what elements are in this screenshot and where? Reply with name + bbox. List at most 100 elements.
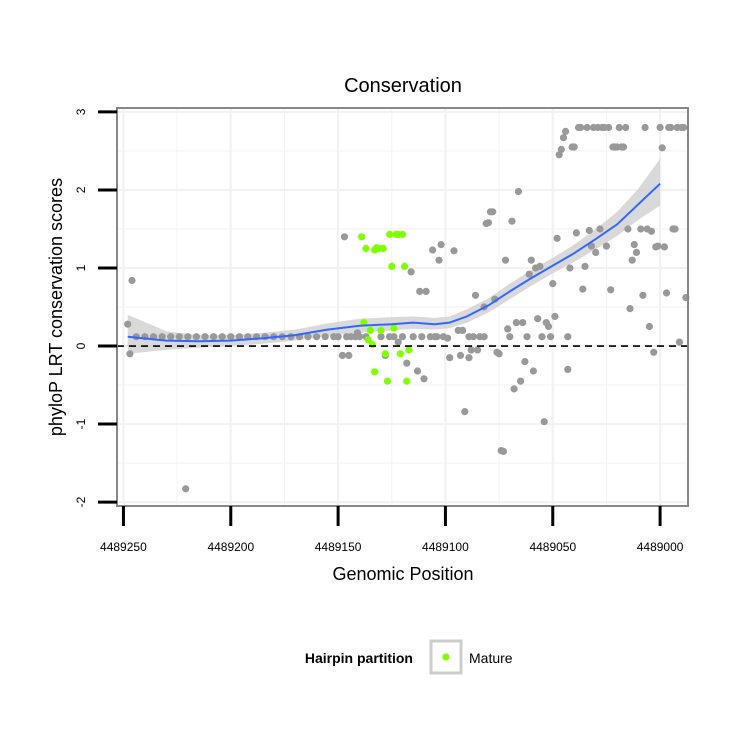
data-point-other bbox=[409, 333, 417, 341]
data-point-other bbox=[555, 151, 563, 159]
data-point-other bbox=[334, 333, 342, 341]
data-point-other bbox=[126, 350, 134, 358]
data-point-other bbox=[641, 123, 649, 132]
data-point-other bbox=[499, 447, 507, 455]
data-point-other bbox=[521, 358, 529, 366]
data-point-other bbox=[658, 144, 666, 152]
data-point-other bbox=[656, 123, 664, 132]
data-point-mature bbox=[371, 368, 379, 376]
plot-panel bbox=[116, 107, 690, 507]
data-point-other bbox=[562, 127, 570, 135]
data-point-other bbox=[489, 208, 497, 216]
smooth-line bbox=[127, 182, 661, 343]
data-point-mature bbox=[386, 230, 394, 238]
data-point-other bbox=[437, 241, 445, 249]
data-point-other bbox=[175, 333, 183, 341]
data-point-other bbox=[459, 326, 467, 334]
data-point-other bbox=[564, 365, 572, 373]
data-point-other bbox=[602, 242, 611, 250]
x-tick-label: 4489000 bbox=[637, 540, 684, 554]
data-point-other bbox=[630, 241, 638, 249]
data-point-other bbox=[340, 233, 349, 241]
data-point-other bbox=[480, 333, 488, 341]
data-point-other bbox=[128, 276, 136, 285]
data-point-other bbox=[512, 319, 520, 327]
data-point-other bbox=[662, 289, 671, 297]
data-point-other bbox=[514, 187, 523, 196]
data-point-other bbox=[465, 354, 473, 362]
x-tick-label: 4489200 bbox=[207, 540, 254, 554]
data-point-other bbox=[510, 385, 518, 393]
data-point-other bbox=[517, 377, 525, 385]
data-point-other bbox=[607, 286, 615, 294]
data-point-other bbox=[529, 367, 538, 375]
data-point-other bbox=[667, 123, 675, 132]
data-point-other bbox=[660, 243, 669, 251]
data-point-mature bbox=[401, 262, 409, 270]
x-tick-label: 4489050 bbox=[529, 540, 576, 554]
data-point-other bbox=[570, 143, 578, 151]
data-point-other bbox=[377, 333, 385, 341]
data-point-other bbox=[637, 225, 645, 233]
data-point-other bbox=[158, 333, 166, 341]
data-point-other bbox=[446, 354, 454, 362]
data-point-other bbox=[227, 333, 235, 341]
data-point-other bbox=[566, 264, 574, 272]
data-point-other bbox=[615, 123, 623, 132]
data-point-other bbox=[450, 247, 458, 255]
data-point-other bbox=[403, 359, 411, 367]
data-point-other bbox=[632, 248, 641, 256]
legend-title: Hairpin partition bbox=[305, 650, 413, 666]
data-point-other bbox=[210, 333, 218, 341]
data-point-other bbox=[592, 248, 600, 256]
y-axis: -2 -1 0 1 2 3 bbox=[74, 108, 117, 507]
data-point-other bbox=[398, 333, 407, 341]
y-tick-label: -2 bbox=[74, 496, 88, 507]
data-point-other bbox=[564, 333, 572, 341]
data-point-other bbox=[218, 333, 226, 341]
data-point-other bbox=[581, 262, 589, 270]
y-tick-label: 3 bbox=[74, 108, 88, 115]
data-point-other bbox=[557, 145, 565, 153]
data-point-other bbox=[547, 333, 555, 341]
data-point-other bbox=[583, 123, 591, 132]
data-point-other bbox=[508, 217, 516, 225]
data-point-other bbox=[413, 367, 422, 375]
data-point-mature bbox=[405, 346, 413, 354]
data-point-other bbox=[407, 268, 415, 276]
data-point-other bbox=[235, 333, 243, 341]
data-point-other bbox=[420, 375, 428, 383]
data-point-other bbox=[525, 270, 533, 278]
data-point-other bbox=[390, 333, 398, 341]
data-point-other bbox=[536, 262, 544, 270]
data-point-other bbox=[429, 246, 437, 254]
x-axis-title: Genomic Position bbox=[332, 564, 473, 584]
data-point-other bbox=[645, 322, 654, 331]
data-points bbox=[124, 123, 690, 493]
legend-key-dot bbox=[442, 653, 450, 661]
data-point-other bbox=[345, 351, 353, 359]
data-point-other bbox=[321, 333, 329, 341]
data-point-mature bbox=[360, 319, 368, 327]
data-point-other bbox=[622, 123, 630, 132]
y-tick-label: 0 bbox=[74, 342, 88, 349]
x-tick-label: 4489250 bbox=[100, 540, 147, 554]
data-point-other bbox=[506, 333, 514, 341]
data-point-mature bbox=[358, 233, 366, 241]
data-point-mature bbox=[396, 350, 404, 358]
y-tick-label: 1 bbox=[74, 264, 88, 271]
data-point-mature bbox=[398, 230, 407, 238]
data-point-other bbox=[647, 227, 656, 235]
data-point-other bbox=[671, 225, 679, 233]
legend-label-mature: Mature bbox=[469, 650, 513, 666]
data-point-other bbox=[628, 256, 636, 264]
data-point-other bbox=[201, 333, 209, 341]
data-point-other bbox=[313, 333, 321, 341]
data-point-other bbox=[538, 333, 546, 341]
data-point-other bbox=[534, 315, 542, 323]
data-point-other bbox=[304, 333, 312, 341]
data-point-other bbox=[639, 291, 647, 299]
data-point-other bbox=[626, 305, 634, 313]
data-point-mature bbox=[383, 377, 392, 385]
data-point-other bbox=[577, 123, 585, 132]
